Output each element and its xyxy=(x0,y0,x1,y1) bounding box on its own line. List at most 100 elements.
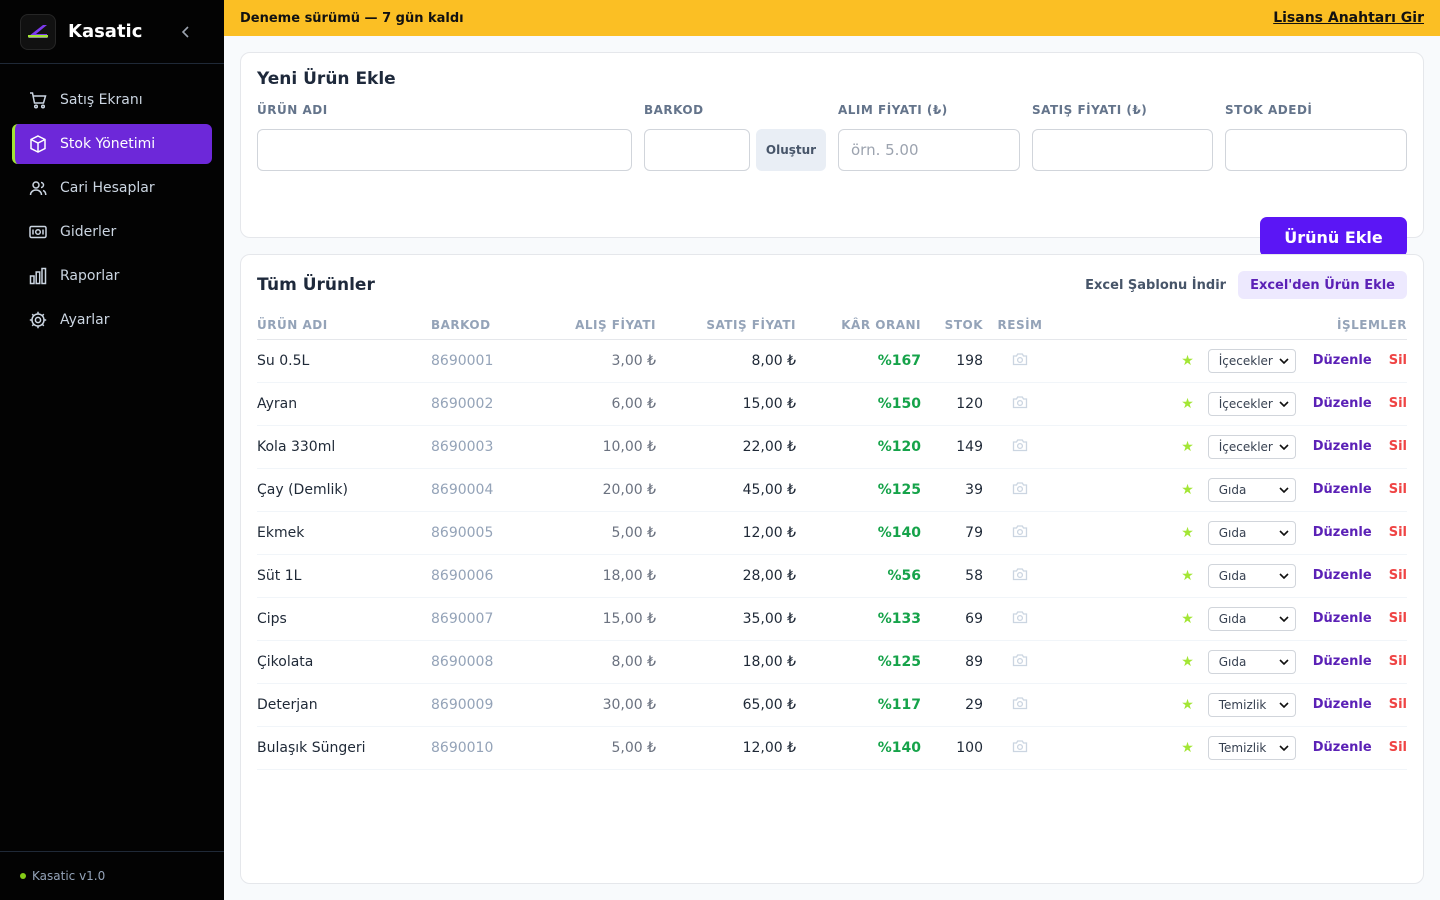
product-image-cell xyxy=(983,339,1057,383)
sidebar-item-cari[interactable]: Cari Hesaplar xyxy=(12,168,212,208)
add-product-button[interactable]: Ürünü Ekle xyxy=(1260,217,1407,257)
delete-button[interactable]: Sil xyxy=(1388,525,1407,540)
chevron-down-icon xyxy=(1279,615,1289,622)
chevron-down-icon xyxy=(1279,357,1289,364)
delete-button[interactable]: Sil xyxy=(1388,568,1407,583)
edit-button[interactable]: Düzenle xyxy=(1312,396,1372,411)
delete-button[interactable]: Sil xyxy=(1388,611,1407,626)
actions-group: ★ İçecekler Düzenle Sil xyxy=(1057,434,1407,459)
star-icon[interactable]: ★ xyxy=(1181,524,1194,541)
sidebar: Kasatic Satış Ekranı Stok Yönetimi Cari … xyxy=(0,0,224,900)
camera-icon[interactable] xyxy=(1012,610,1028,628)
product-buy-price: 5,00 ₺ xyxy=(541,726,656,770)
camera-icon[interactable] xyxy=(1012,438,1028,456)
license-key-link[interactable]: Lisans Anahtarı Gir xyxy=(1273,10,1424,26)
barcode-input[interactable] xyxy=(644,129,750,171)
delete-button[interactable]: Sil xyxy=(1388,740,1407,755)
delete-button[interactable]: Sil xyxy=(1388,396,1407,411)
category-select[interactable]: İçecekler xyxy=(1207,434,1296,459)
star-icon[interactable]: ★ xyxy=(1181,352,1194,369)
star-icon[interactable]: ★ xyxy=(1181,481,1194,498)
product-image-cell xyxy=(983,382,1057,426)
category-select[interactable]: Gıda xyxy=(1207,606,1296,631)
edit-button[interactable]: Düzenle xyxy=(1312,482,1372,497)
product-list-title: Tüm Ürünler xyxy=(257,275,375,295)
product-image-cell xyxy=(983,425,1057,469)
edit-button[interactable]: Düzenle xyxy=(1312,568,1372,583)
delete-button[interactable]: Sil xyxy=(1388,482,1407,497)
delete-button[interactable]: Sil xyxy=(1388,654,1407,669)
sidebar-item-raporlar[interactable]: Raporlar xyxy=(12,256,212,296)
product-actions: ★ Gıda Düzenle Sil xyxy=(1057,640,1407,684)
sidebar-item-ayarlar[interactable]: Ayarlar xyxy=(12,300,212,340)
category-select[interactable]: Gıda xyxy=(1207,649,1296,674)
generate-barcode-button[interactable]: Oluştur xyxy=(756,129,826,171)
edit-button[interactable]: Düzenle xyxy=(1312,654,1372,669)
camera-icon[interactable] xyxy=(1012,395,1028,413)
product-buy-price: 3,00 ₺ xyxy=(541,339,656,383)
col-name: ÜRÜN ADI xyxy=(257,311,431,340)
delete-button[interactable]: Sil xyxy=(1388,353,1407,368)
product-image-cell xyxy=(983,468,1057,512)
buy-price-label: ALIM FİYATI (₺) xyxy=(838,103,948,117)
category-select[interactable]: İçecekler xyxy=(1207,348,1296,373)
edit-button[interactable]: Düzenle xyxy=(1312,611,1372,626)
star-icon[interactable]: ★ xyxy=(1181,438,1194,455)
camera-icon[interactable] xyxy=(1012,352,1028,370)
cart-icon xyxy=(28,90,48,110)
sidebar-item-giderler[interactable]: Giderler xyxy=(12,212,212,252)
actions-group: ★ Temizlik Düzenle Sil xyxy=(1057,735,1407,760)
star-icon[interactable]: ★ xyxy=(1181,610,1194,627)
app-name: Kasatic xyxy=(68,21,143,42)
table-row: Ekmek 8690005 5,00 ₺ 12,00 ₺ %140 79 ★ Gıda Düze… xyxy=(257,511,1407,555)
product-list-card: Tüm Ürünler Excel Şablonu İndir Excel'de… xyxy=(240,254,1424,884)
star-icon[interactable]: ★ xyxy=(1181,395,1194,412)
star-icon[interactable]: ★ xyxy=(1181,739,1194,756)
category-select[interactable]: Gıda xyxy=(1207,563,1296,588)
product-actions: ★ İçecekler Düzenle Sil xyxy=(1057,425,1407,469)
star-icon[interactable]: ★ xyxy=(1181,696,1194,713)
sidebar-item-stok[interactable]: Stok Yönetimi xyxy=(12,124,212,164)
delete-button[interactable]: Sil xyxy=(1388,439,1407,454)
camera-icon[interactable] xyxy=(1012,524,1028,542)
edit-button[interactable]: Düzenle xyxy=(1312,697,1372,712)
app-version: Kasatic v1.0 xyxy=(32,869,106,883)
edit-button[interactable]: Düzenle xyxy=(1312,525,1372,540)
product-actions: ★ Temizlik Düzenle Sil xyxy=(1057,726,1407,770)
table-row: Cips 8690007 15,00 ₺ 35,00 ₺ %133 69 ★ Gıda Düze… xyxy=(257,597,1407,641)
import-excel-button[interactable]: Excel'den Ürün Ekle xyxy=(1238,271,1407,299)
category-select[interactable]: Temizlik xyxy=(1207,735,1296,760)
trial-banner: Deneme sürümü — 7 gün kaldı Lisans Anaht… xyxy=(224,0,1440,36)
camera-icon[interactable] xyxy=(1012,739,1028,757)
star-icon[interactable]: ★ xyxy=(1181,567,1194,584)
camera-icon[interactable] xyxy=(1012,481,1028,499)
cash-icon xyxy=(28,222,48,242)
star-icon[interactable]: ★ xyxy=(1181,653,1194,670)
product-profit: %117 xyxy=(796,683,921,727)
stock-input[interactable] xyxy=(1225,129,1407,171)
sidebar-item-satis[interactable]: Satış Ekranı xyxy=(12,80,212,120)
edit-button[interactable]: Düzenle xyxy=(1312,740,1372,755)
col-profit: KÂR ORANI xyxy=(796,311,921,340)
collapse-sidebar-icon[interactable] xyxy=(176,22,196,42)
edit-button[interactable]: Düzenle xyxy=(1312,439,1372,454)
category-select[interactable]: Gıda xyxy=(1207,520,1296,545)
sell-price-input[interactable] xyxy=(1032,129,1213,171)
table-row: Kola 330ml 8690003 10,00 ₺ 22,00 ₺ %120 149 ★ İ… xyxy=(257,425,1407,469)
name-input[interactable] xyxy=(257,129,632,171)
camera-icon[interactable] xyxy=(1012,696,1028,714)
barcode-field-group: BARKOD xyxy=(644,95,750,171)
table-row: Ayran 8690002 6,00 ₺ 15,00 ₺ %150 120 ★ İçecekl… xyxy=(257,382,1407,426)
gear-icon xyxy=(28,310,48,330)
delete-button[interactable]: Sil xyxy=(1388,697,1407,712)
category-select[interactable]: Temizlik xyxy=(1207,692,1296,717)
download-template-button[interactable]: Excel Şablonu İndir xyxy=(1085,277,1227,293)
buy-price-input[interactable]: örn. 5.00 xyxy=(838,129,1020,171)
camera-icon[interactable] xyxy=(1012,567,1028,585)
edit-button[interactable]: Düzenle xyxy=(1312,353,1372,368)
product-barcode: 8690007 xyxy=(431,597,541,641)
users-icon xyxy=(28,178,48,198)
camera-icon[interactable] xyxy=(1012,653,1028,671)
category-select[interactable]: Gıda xyxy=(1207,477,1296,502)
category-select[interactable]: İçecekler xyxy=(1207,391,1296,416)
